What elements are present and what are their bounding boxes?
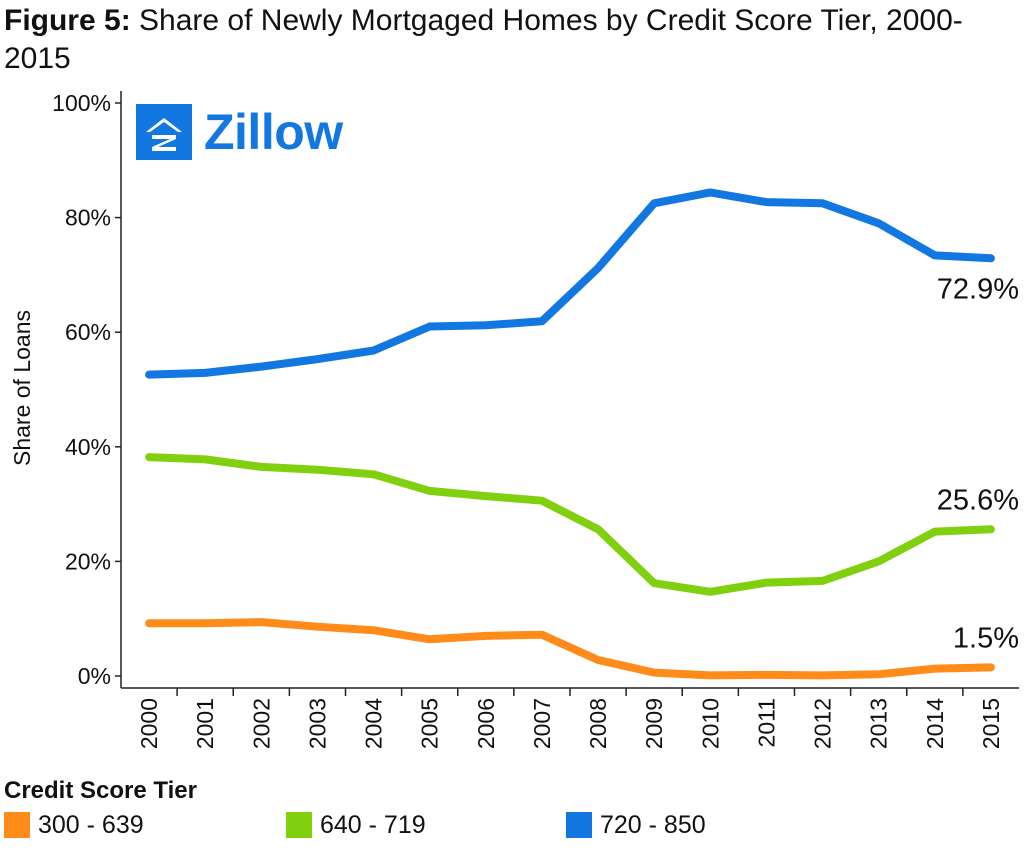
legend-item: 720 - 850 bbox=[566, 810, 706, 840]
series-layer bbox=[145, 188, 995, 680]
axes: 0% 20% 40% 60% 80% 100% 2000 2001 2002 2003 2004 20… bbox=[52, 90, 1019, 749]
y-tick-label: 100% bbox=[52, 90, 111, 116]
end-value-label: 25.6% bbox=[937, 484, 1019, 516]
line-chart: 0% 20% 40% 60% 80% 100% 2000 2001 2002 2003 2004 20… bbox=[9, 90, 1019, 749]
figure-label: Figure 5: bbox=[4, 4, 131, 37]
end-value-label: 72.9% bbox=[937, 273, 1019, 305]
zillow-logo-mark bbox=[136, 104, 192, 160]
y-tick-label: 80% bbox=[65, 205, 111, 231]
legend-label: 640 - 719 bbox=[320, 810, 426, 839]
legend-title: Credit Score Tier bbox=[4, 777, 197, 804]
zillow-logo: Zillow bbox=[136, 104, 343, 160]
series-line-300-639 bbox=[145, 618, 995, 680]
x-tick-label: 2003 bbox=[304, 698, 330, 749]
legend-swatch bbox=[4, 812, 30, 838]
x-tick-label: 2014 bbox=[922, 698, 948, 749]
x-tick-label: 2008 bbox=[585, 698, 611, 749]
zillow-logo-text: Zillow bbox=[204, 104, 343, 160]
y-tick-label: 20% bbox=[65, 548, 111, 574]
series-line-640-719 bbox=[145, 453, 995, 596]
x-tick-label: 2007 bbox=[529, 698, 555, 749]
legend-label: 720 - 850 bbox=[600, 810, 706, 839]
labels-layer: 1.5% 25.6% 72.9% bbox=[937, 273, 1019, 654]
y-tick-label: 60% bbox=[65, 319, 111, 345]
x-tick-label: 2010 bbox=[697, 698, 723, 749]
series-line-720-850 bbox=[145, 188, 995, 379]
legend-label: 300 - 639 bbox=[38, 810, 144, 839]
legend-item: 300 - 639 bbox=[4, 810, 144, 840]
legend-swatch bbox=[566, 812, 592, 838]
x-tick-label: 2005 bbox=[417, 698, 443, 749]
x-tick-label: 2009 bbox=[641, 698, 667, 749]
end-value-label: 1.5% bbox=[953, 622, 1019, 654]
x-tick-label: 2011 bbox=[753, 698, 779, 747]
x-tick-label: 2004 bbox=[361, 698, 387, 749]
x-tick-label: 2013 bbox=[866, 698, 892, 749]
x-tick-label: 2001 bbox=[192, 698, 218, 749]
x-tick-label: 2015 bbox=[978, 698, 1004, 749]
chart-title: Figure 5: Share of Newly Mortgaged Homes… bbox=[4, 2, 1014, 78]
y-tick-label: 0% bbox=[78, 663, 111, 689]
legend-swatch bbox=[286, 812, 312, 838]
x-tick-label: 2006 bbox=[473, 698, 499, 749]
y-axis-label: Share of Loans bbox=[9, 310, 35, 466]
x-tick-label: 2000 bbox=[136, 698, 162, 749]
x-tick-label: 2012 bbox=[810, 698, 836, 749]
y-tick-label: 40% bbox=[65, 434, 111, 460]
figure-title: Share of Newly Mortgaged Homes by Credit… bbox=[4, 4, 963, 75]
x-tick-label: 2002 bbox=[248, 698, 274, 749]
legend-item: 640 - 719 bbox=[286, 810, 426, 840]
